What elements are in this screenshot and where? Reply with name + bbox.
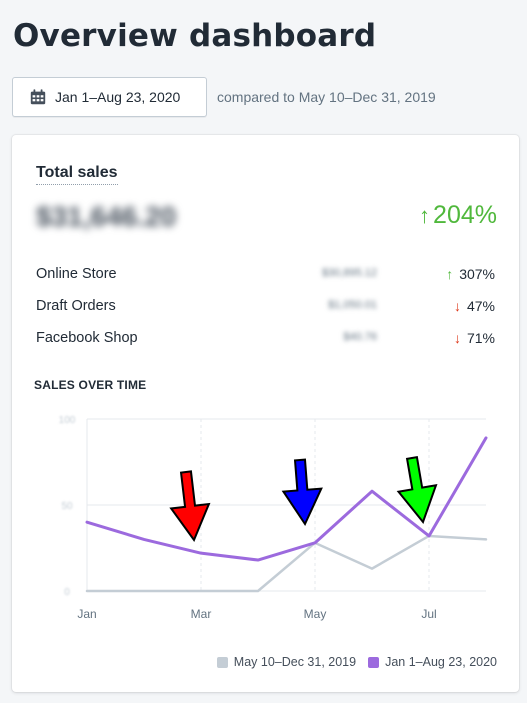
chart-legend: May 10–Dec 31, 2019 Jan 1–Aug 23, 2020 — [205, 655, 497, 669]
red-arrow-icon — [169, 470, 211, 543]
channel-change: ↓ 47% — [454, 298, 495, 314]
series-line-current — [85, 436, 488, 562]
x-tick-label: Jul — [421, 607, 436, 621]
channel-row: Draft Orders $1,050.01 ↓ 47% — [36, 298, 495, 320]
channel-name: Facebook Shop — [36, 330, 138, 346]
arrow-down-icon: ↓ — [453, 298, 461, 314]
x-tick-label: Mar — [191, 607, 212, 621]
legend-label: Jan 1–Aug 23, 2020 — [385, 655, 497, 669]
green-arrow-icon — [396, 455, 438, 525]
series-line-previous — [85, 534, 488, 593]
calendar-icon — [30, 89, 46, 105]
total-sales-change: ↑ 204% — [419, 201, 497, 230]
total-sales-title[interactable]: Total sales — [36, 164, 118, 185]
y-tick-label: 50 — [61, 501, 73, 512]
total-sales-value: $31,646.20 — [36, 201, 177, 232]
arrow-up-icon: ↑ — [419, 202, 431, 228]
channel-amount: $1,050.01 — [328, 299, 377, 311]
channel-change-value: 47% — [466, 298, 495, 314]
channel-name: Online Store — [36, 266, 117, 282]
legend-swatch — [368, 656, 380, 668]
channel-amount: $30,895.12 — [321, 267, 377, 279]
page-title: Overview dashboard — [13, 18, 377, 54]
channel-row: Facebook Shop $40.76 ↓ 71% — [36, 330, 495, 352]
x-tick-label: Jan — [77, 607, 96, 621]
y-tick-label: 100 — [59, 415, 76, 426]
x-tick-label: May — [304, 607, 327, 621]
blue-arrow-icon — [281, 458, 323, 527]
legend-label: May 10–Dec 31, 2019 — [233, 655, 357, 669]
date-range-label: Jan 1–Aug 23, 2020 — [55, 89, 181, 105]
channel-change: ↑ 307% — [446, 266, 495, 282]
comparison-period-text: compared to May 10–Dec 31, 2019 — [217, 89, 436, 105]
date-range-button[interactable]: Jan 1–Aug 23, 2020 — [12, 77, 207, 117]
channel-row: Online Store $30,895.12 ↑ 307% — [36, 266, 495, 288]
legend-swatch — [216, 656, 228, 668]
channel-name: Draft Orders — [36, 298, 116, 314]
legend-item-current[interactable]: Jan 1–Aug 23, 2020 — [368, 655, 497, 669]
channel-change-value: 307% — [459, 266, 495, 282]
sales-over-time-title: SALES OVER TIME — [34, 378, 147, 392]
sales-over-time-chart: 100 50 0 Jan Mar May Jul — [59, 415, 488, 621]
y-tick-label: 0 — [64, 587, 70, 598]
total-sales-change-value: 204% — [433, 201, 497, 229]
channel-amount: $40.76 — [343, 331, 377, 343]
arrow-up-icon: ↑ — [446, 266, 454, 282]
channel-change: ↓ 71% — [454, 330, 495, 346]
channel-change-value: 71% — [466, 330, 495, 346]
legend-item-previous[interactable]: May 10–Dec 31, 2019 — [216, 655, 357, 669]
arrow-down-icon: ↓ — [453, 330, 461, 346]
total-sales-card: Total sales $31,646.20 ↑ 204% Online Sto… — [12, 135, 519, 692]
